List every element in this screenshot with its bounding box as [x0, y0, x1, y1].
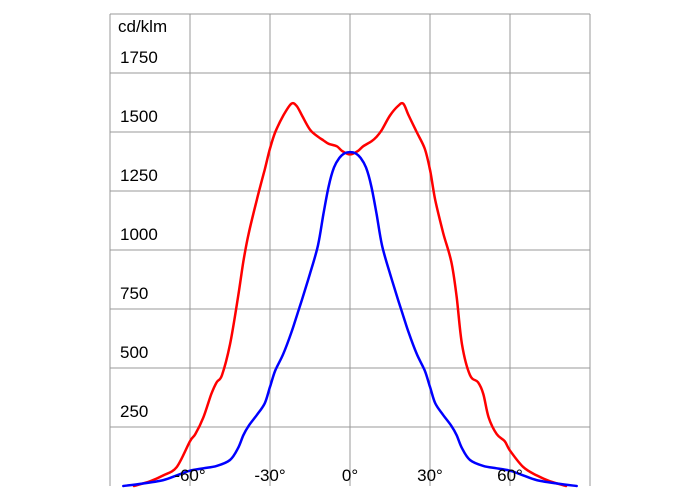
x-tick-label: -60° [174, 466, 205, 485]
y-tick-label: 250 [120, 402, 148, 421]
x-tick-label: 60° [497, 466, 523, 485]
y-tick-label: 500 [120, 343, 148, 362]
y-tick-label: 1750 [120, 48, 158, 67]
y-tick-label: 1000 [120, 225, 158, 244]
y-tick-label: 1250 [120, 166, 158, 185]
y-tick-label: 1500 [120, 107, 158, 126]
y-unit-label: cd/klm [118, 17, 167, 36]
tick-labels: 250 500 750 1000 1250 1500 1750 -60° -30° 0° 30° 60… [120, 48, 523, 485]
grid [109, 13, 591, 486]
series-line-2 [122, 150, 578, 488]
x-tick-label: -30° [254, 466, 285, 485]
x-tick-label: 30° [417, 466, 443, 485]
series-layer [122, 101, 578, 488]
y-tick-label: 750 [120, 284, 148, 303]
series-line-1 [132, 101, 568, 488]
x-tick-label: 0° [342, 466, 358, 485]
